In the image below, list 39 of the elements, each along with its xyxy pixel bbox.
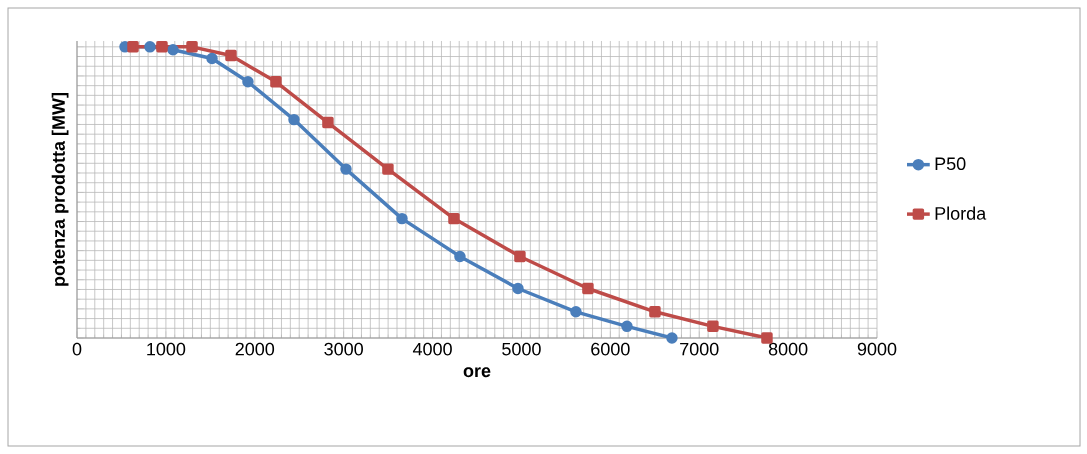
point bbox=[666, 332, 678, 344]
point bbox=[570, 306, 582, 318]
point bbox=[340, 163, 352, 175]
x-tick-label: 1000 bbox=[147, 342, 186, 356]
point bbox=[514, 250, 526, 263]
y-axis-title: potenza prodotta [MW] bbox=[51, 93, 69, 286]
x-tick-label: 8000 bbox=[768, 342, 808, 356]
x-tick-label: 0 bbox=[72, 342, 82, 356]
x-tick-label: 2000 bbox=[235, 342, 275, 356]
point bbox=[512, 282, 524, 295]
point bbox=[707, 320, 719, 333]
point bbox=[186, 41, 198, 53]
x-tick-label: 5000 bbox=[502, 342, 541, 356]
point bbox=[242, 76, 254, 88]
legend-label: Plorda bbox=[935, 206, 987, 220]
x-axis-title: ore bbox=[463, 367, 491, 378]
point bbox=[167, 43, 179, 56]
point bbox=[225, 49, 237, 62]
point bbox=[127, 41, 139, 53]
point bbox=[396, 212, 408, 225]
point bbox=[454, 250, 466, 263]
point bbox=[621, 320, 633, 333]
point bbox=[270, 76, 282, 88]
x-tick-label: 7000 bbox=[680, 342, 719, 356]
x-tick-label: 6000 bbox=[591, 342, 630, 356]
point bbox=[288, 113, 300, 126]
point bbox=[761, 332, 773, 344]
legend-label: P50 bbox=[935, 157, 966, 171]
point bbox=[649, 306, 661, 318]
x-tick-label: 4000 bbox=[412, 342, 452, 356]
point bbox=[144, 41, 156, 53]
point bbox=[156, 41, 168, 53]
point bbox=[582, 282, 594, 295]
x-tick-label: 9000 bbox=[857, 342, 897, 356]
point bbox=[382, 163, 394, 175]
x-tick-label: 3000 bbox=[324, 342, 363, 356]
point bbox=[448, 212, 460, 225]
point bbox=[322, 116, 334, 129]
point bbox=[206, 52, 218, 65]
